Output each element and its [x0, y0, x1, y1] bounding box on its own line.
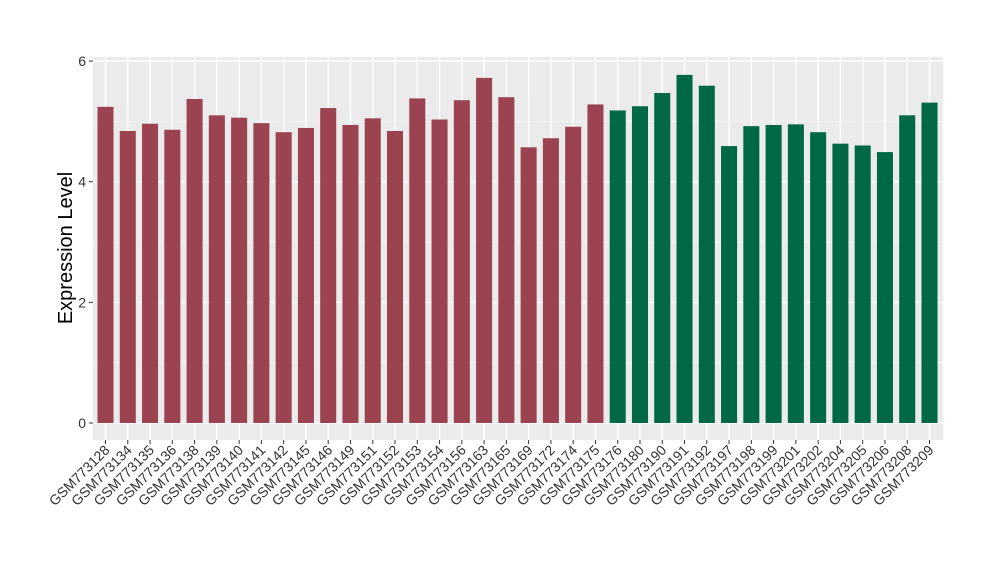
bar-GSM773205: [854, 145, 871, 423]
bar-GSM773191: [676, 74, 693, 424]
bar-GSM773149: [342, 124, 359, 423]
bar-GSM773139: [208, 115, 225, 424]
bar-GSM773192: [698, 85, 715, 423]
bar-GSM773153: [409, 98, 426, 423]
bar-GSM773199: [765, 124, 782, 423]
bar-GSM773202: [810, 132, 827, 423]
x-axis: GSM773128GSM773134GSM773135GSM773136GSM7…: [46, 440, 937, 509]
bar-GSM773206: [876, 152, 893, 423]
bar-GSM773163: [476, 77, 493, 423]
y-axis: 0 2 4 6: [78, 53, 93, 431]
bar-GSM773134: [119, 130, 136, 423]
bar-GSM773209: [921, 102, 938, 423]
bar-GSM773180: [631, 106, 649, 423]
bar-GSM773204: [832, 143, 849, 423]
bar-GSM773152: [386, 130, 404, 423]
bar-GSM773140: [231, 117, 248, 424]
bar-GSM773197: [721, 146, 738, 423]
bar-GSM773138: [186, 99, 203, 423]
bar-GSM773172: [542, 138, 559, 423]
y-tick-label: 0: [78, 415, 86, 431]
bar-GSM773142: [275, 132, 292, 423]
bars: [97, 74, 938, 424]
bar-GSM773165: [498, 97, 515, 423]
bar-GSM773169: [520, 147, 537, 423]
bar-GSM773154: [431, 119, 448, 424]
y-tick-label: 2: [78, 294, 86, 310]
bar-GSM773151: [364, 118, 381, 424]
y-tick-label: 4: [78, 174, 86, 190]
bar-GSM773190: [654, 92, 671, 423]
bar-GSM773176: [609, 110, 626, 424]
bar-GSM773141: [253, 123, 270, 423]
bar-GSM773175: [587, 104, 604, 423]
y-axis-title: Expression Level: [55, 172, 77, 324]
bar-GSM773145: [297, 127, 314, 423]
bar-GSM773174: [565, 126, 582, 423]
bar-GSM773135: [142, 123, 159, 423]
bar-GSM773128: [97, 106, 114, 423]
bar-GSM773208: [899, 115, 916, 424]
y-tick-label: 6: [78, 53, 86, 69]
bar-GSM773136: [164, 129, 181, 423]
bar-GSM773146: [320, 108, 337, 423]
bar-GSM773156: [453, 100, 470, 423]
bar-GSM773201: [787, 124, 804, 423]
bar-GSM773198: [743, 126, 760, 423]
